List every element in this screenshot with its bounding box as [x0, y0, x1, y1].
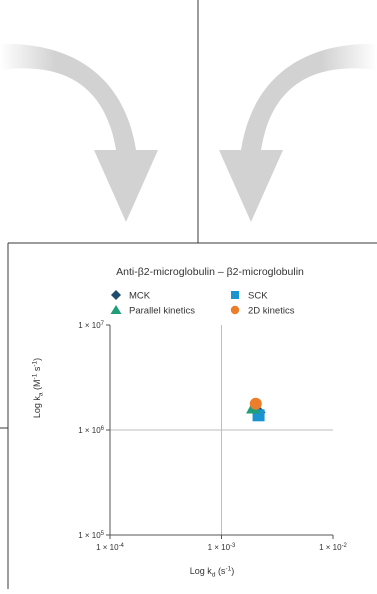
- legend-item-2d-kinetics: 2D kinetics: [230, 305, 295, 317]
- data-point-2d-kinetics: [249, 397, 262, 410]
- legend-label-2d-kinetics: 2D kinetics: [248, 306, 295, 317]
- legend-label-parallel-kinetics: Parallel kinetics: [129, 306, 195, 317]
- curved-arrow-down-left-icon: [219, 43, 377, 222]
- legend-marker-diamond: [111, 290, 121, 300]
- legend-marker-triangle: [110, 305, 122, 314]
- x-axis-label: Log kd (s-1): [190, 566, 234, 579]
- plot-axes: [106, 324, 334, 539]
- legend-label-mck: MCK: [129, 291, 151, 302]
- kinetics-scatter-chart: Anti-β2-microglobulin – β2-microglobulin…: [32, 266, 348, 579]
- chart-title: Anti-β2-microglobulin – β2-microglobulin: [116, 266, 304, 278]
- plot-data-points: [246, 397, 266, 422]
- legend-label-sck: SCK: [248, 291, 268, 302]
- y-tick-label: 1 × 106: [78, 426, 104, 435]
- y-tick-label: 1 × 107: [78, 321, 104, 330]
- y-axis-label: Log ka (M-1 s-1): [32, 358, 45, 418]
- legend-item-sck: SCK: [231, 291, 268, 302]
- legend-item-mck: MCK: [111, 290, 151, 302]
- x-tick-label: 1 × 10-2: [319, 543, 347, 552]
- plot-gridlines: [110, 325, 333, 535]
- x-tick-label: 1 × 10-4: [96, 543, 124, 552]
- curved-arrow-down-right-icon: [0, 43, 158, 222]
- legend-marker-circle: [230, 305, 240, 315]
- legend-marker-square: [231, 291, 239, 299]
- chart-legend: MCK SCK Parallel kinetics 2D kinetics: [110, 290, 295, 317]
- plot-tick-labels: 1 × 10-4 1 × 10-3 1 × 10-2 1 × 105 1 × 106 1 …: [78, 321, 347, 552]
- x-tick-label: 1 × 10-3: [208, 543, 236, 552]
- legend-item-parallel-kinetics: Parallel kinetics: [110, 305, 195, 317]
- y-tick-label: 1 × 105: [78, 531, 104, 540]
